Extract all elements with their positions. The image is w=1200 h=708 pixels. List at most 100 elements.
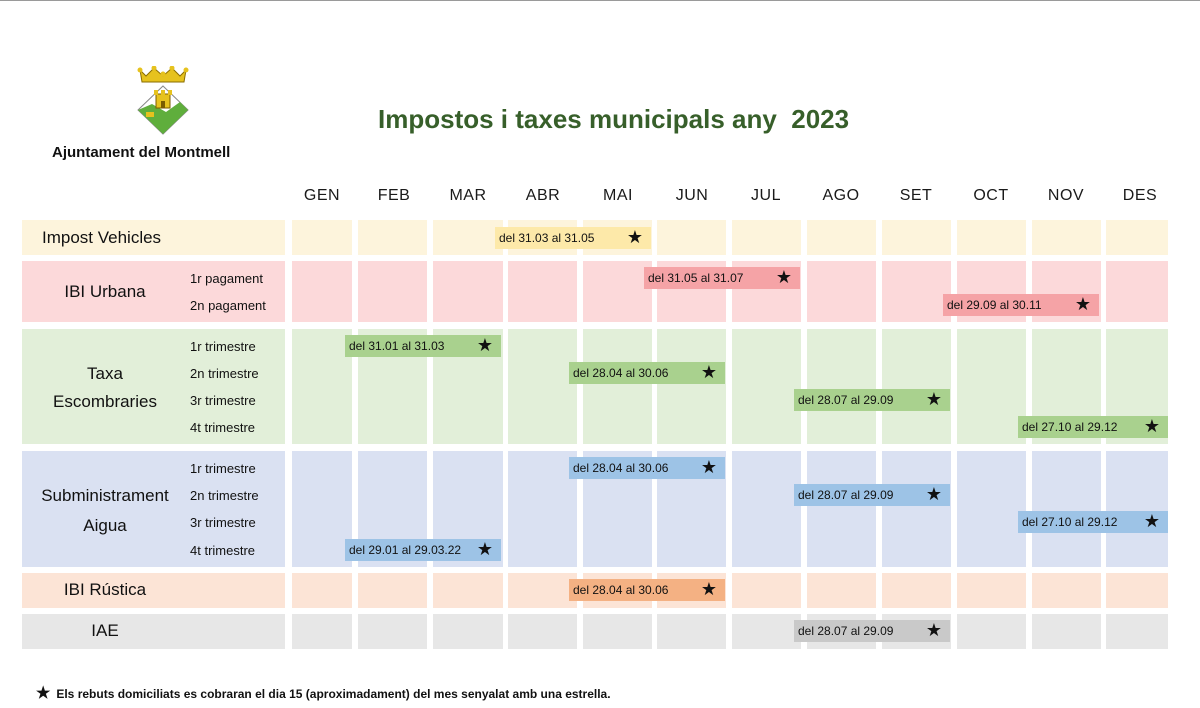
period-bar: del 29.01 al 29.03.22 ★	[345, 539, 501, 561]
band-ibi-rustica-month-cell	[358, 573, 427, 608]
band-iae-month-cell	[1106, 614, 1168, 649]
band-iae-month-cell	[732, 614, 801, 649]
month-header: FEB	[377, 187, 411, 204]
page-title: Impostos i taxes municipals any 2023	[378, 104, 850, 134]
coat-of-arms-icon	[137, 66, 189, 135]
row-label-iae: IAE	[91, 621, 119, 640]
band-ibi-rustica-month-cell	[508, 573, 577, 608]
month-header: GEN	[303, 187, 341, 204]
band-aigua-month-cell	[882, 451, 951, 567]
period-bar: del 28.04 al 30.06 ★	[569, 362, 725, 384]
sub-label: 1r trimestre	[190, 339, 256, 354]
band-ibi-urbana-month-cell	[807, 261, 876, 322]
band-aigua-month-cell	[1106, 451, 1168, 567]
month-header: OCT	[973, 187, 1009, 204]
period-bar: del 28.07 al 29.09 ★	[794, 620, 950, 642]
star-icon: ★	[700, 579, 717, 599]
top-border	[0, 0, 1200, 1]
band-ibi-rustica-month-cell	[1106, 573, 1168, 608]
band-ibi-rustica-month-cell	[807, 573, 876, 608]
band-escombraries-month-cell	[292, 329, 352, 444]
period-bar: del 27.10 al 29.12 ★	[1018, 416, 1168, 438]
sub-label: 1r trimestre	[190, 461, 256, 476]
band-vehicles-month-cell	[657, 220, 726, 255]
row-label-ibi-urbana: IBI Urbana	[64, 282, 146, 301]
row-label-aigua: Aigua	[83, 516, 127, 535]
star-icon: ★	[775, 267, 792, 287]
star-icon: ★	[36, 685, 51, 702]
sub-label: 2n pagament	[190, 298, 266, 313]
band-vehicles-month-cell	[1106, 220, 1168, 255]
band-aigua-month-cell	[508, 451, 577, 567]
band-ibi-urbana-month-cell	[882, 261, 951, 322]
municipal-logo: Ajuntament del Montmell	[52, 66, 272, 166]
period-bar: del 31.03 al 31.05 ★	[495, 227, 651, 249]
period-bar: del 31.05 al 31.07 ★	[644, 267, 800, 289]
band-ibi-rustica-month-cell	[732, 573, 801, 608]
band-aigua-month-cell	[1032, 451, 1101, 567]
band-vehicles-month-cell	[732, 220, 801, 255]
star-icon: ★	[476, 335, 493, 355]
band-iae-month-cell	[583, 614, 652, 649]
band-ibi-urbana-month-cell	[1106, 261, 1168, 322]
star-icon: ★	[925, 484, 942, 504]
band-iae-label-cell	[22, 614, 285, 649]
band-escombraries-month-cell	[957, 329, 1026, 444]
month-header: DES	[1122, 187, 1158, 204]
period-bar: del 28.04 al 30.06 ★	[569, 457, 725, 479]
star-icon: ★	[700, 457, 717, 477]
band-ibi-rustica-month-cell	[292, 573, 352, 608]
row-label-escombraries: Escombraries	[53, 392, 157, 411]
month-header: MAR	[449, 187, 487, 204]
band-iae-month-cell	[433, 614, 503, 649]
band-iae-month-cell	[508, 614, 577, 649]
band-vehicles-label-cell	[22, 220, 285, 255]
period-bar: del 28.07 al 29.09 ★	[794, 389, 950, 411]
sub-label: 2n trimestre	[190, 366, 259, 381]
org-name: Ajuntament del Montmell	[52, 144, 231, 161]
row-label-taxa: Taxa	[87, 364, 123, 383]
month-header: JUL	[751, 187, 781, 204]
star-icon: ★	[700, 362, 717, 382]
band-vehicles-month-cell	[433, 220, 503, 255]
band-vehicles-month-cell	[882, 220, 951, 255]
band-aigua-month-cell	[732, 451, 801, 567]
band-escombraries-label-cell	[22, 329, 285, 444]
footnote-text: Els rebuts domiciliats es cobraran el di…	[56, 687, 611, 701]
sub-label: 1r pagament	[190, 271, 263, 286]
band-vehicles-month-cell	[358, 220, 427, 255]
band-ibi-rustica-month-cell	[433, 573, 503, 608]
star-icon: ★	[925, 389, 942, 409]
band-escombraries-month-cell	[508, 329, 577, 444]
band-vehicles-month-cell	[807, 220, 876, 255]
star-icon: ★	[1143, 416, 1160, 436]
band-ibi-rustica-month-cell	[1032, 573, 1101, 608]
row-label-subministrament: Subministrament	[41, 486, 169, 505]
footnote: ★ Els rebuts domiciliats es cobraran el d…	[36, 683, 611, 703]
month-header: AGO	[822, 187, 860, 204]
star-icon: ★	[626, 227, 643, 247]
band-ibi-urbana-month-cell	[508, 261, 577, 322]
sub-label: 2n trimestre	[190, 488, 259, 503]
band-vehicles-month-cell	[1032, 220, 1101, 255]
band-aigua-month-cell	[292, 451, 352, 567]
period-bar: del 31.01 al 31.03 ★	[345, 335, 501, 357]
band-escombraries-month-cell	[882, 329, 951, 444]
band-ibi-urbana-label-cell	[22, 261, 285, 322]
band-aigua-month-cell	[957, 451, 1026, 567]
sub-label: 3r trimestre	[190, 393, 256, 408]
period-bar: del 27.10 al 29.12 ★	[1018, 511, 1168, 533]
band-ibi-urbana-month-cell	[358, 261, 427, 322]
star-icon: ★	[925, 620, 942, 640]
band-iae-month-cell	[1032, 614, 1101, 649]
period-bar: del 29.09 al 30.11 ★	[943, 294, 1099, 316]
band-vehicles-month-cell	[957, 220, 1026, 255]
month-header: ABR	[525, 187, 561, 204]
month-header: MAI	[603, 187, 633, 204]
band-iae-month-cell	[957, 614, 1026, 649]
star-icon: ★	[1143, 511, 1160, 531]
band-aigua-month-cell	[807, 451, 876, 567]
band-ibi-rustica-month-cell	[957, 573, 1026, 608]
star-icon: ★	[476, 539, 493, 559]
band-iae-month-cell	[657, 614, 726, 649]
